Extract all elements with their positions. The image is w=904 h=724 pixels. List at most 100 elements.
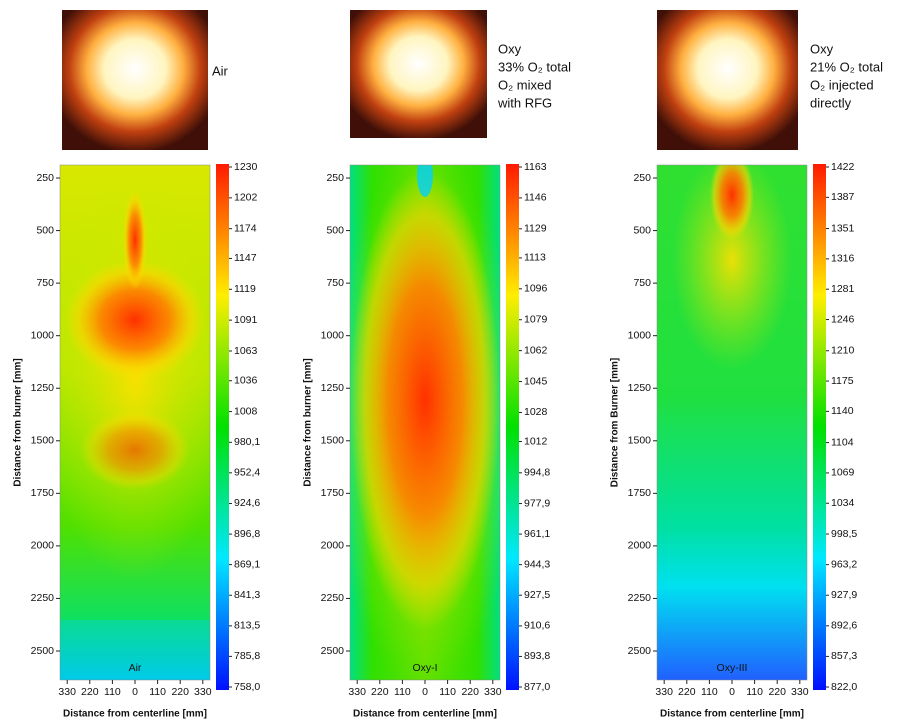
colorbar-tick-label: 1028 [524,406,548,418]
x-tick-label: 330 [484,686,502,698]
colorbar-tick-label: 1036 [234,375,258,387]
y-tick-label: 500 [36,224,54,236]
y-tick-label: 1500 [31,435,55,447]
colorbar [506,164,519,690]
x-axis-label: Distance from centerline [mm] [660,709,804,720]
y-tick-label: 1250 [31,382,55,394]
colorbar-tick-label: 1034 [831,497,855,509]
colorbar-tick-label: 1210 [831,345,855,357]
colorbar-tick-label: 963,2 [831,558,857,570]
colorbar-tick-label: 977,9 [524,497,550,509]
colorbar-tick-label: 1113 [524,252,546,264]
y-tick-label: 2500 [321,645,345,657]
panel-label: Air [129,662,142,674]
colorbar-tick-label: 924,6 [234,497,260,509]
y-tick-label: 1000 [321,329,345,341]
colorbar-tick-label: 980,1 [234,436,260,448]
cool-jet [417,153,433,197]
panel-label: Oxy-III [717,662,748,674]
y-tick-label: 2000 [628,540,652,552]
x-tick-label: 0 [132,686,138,698]
colorbar-tick-label: 758,0 [234,681,260,693]
y-tick-label: 1000 [628,329,652,341]
y-tick-label: 1500 [321,435,345,447]
colorbar [813,164,826,690]
y-tick-label: 1250 [321,382,345,394]
x-tick-label: 220 [171,686,189,698]
x-tick-label: 330 [791,686,809,698]
y-tick-label: 1750 [321,487,345,499]
colorbar-tick-label: 1351 [831,222,855,234]
colorbar-tick-label: 822,0 [831,681,857,693]
hot-core [710,150,754,240]
colorbar-tick-label: 841,3 [234,589,260,601]
colorbar-tick-label: 1008 [234,405,258,417]
y-tick-label: 750 [326,277,344,289]
colorbar-tick-label: 893,8 [524,650,550,662]
x-tick-label: 220 [81,686,99,698]
colorbar-tick-label: 1091 [234,314,258,326]
colorbar-tick-label: 944,3 [524,558,550,570]
y-axis-label: Distance from burner [mm] [13,358,24,486]
y-tick-label: 2250 [628,592,652,604]
x-tick-label: 220 [461,686,479,698]
y-tick-label: 2250 [321,592,345,604]
x-tick-label: 220 [678,686,696,698]
panel-label: Oxy-I [412,662,437,674]
colorbar-tick-label: 1129 [524,223,547,235]
y-tick-label: 2250 [31,592,55,604]
heatmap [330,150,520,690]
x-tick-label: 110 [104,686,121,698]
colorbar-tick-label: 785,8 [234,650,260,662]
colorbar-tick-label: 1281 [831,283,855,295]
y-tick-label: 1000 [31,329,55,341]
x-tick-label: 330 [58,686,76,698]
y-tick-label: 500 [633,224,651,236]
y-tick-label: 250 [633,172,651,184]
colorbar-tick-label: 1174 [234,222,257,234]
annotation: 21% O₂ total [810,59,883,74]
hot-core [123,190,147,290]
colorbar-tick-label: 1246 [831,313,855,325]
y-tick-label: 1750 [628,487,652,499]
x-tick-label: 330 [655,686,673,698]
colorbar-tick-label: 1012 [524,435,548,447]
x-tick-label: 0 [729,686,735,698]
x-tick-label: 330 [194,686,212,698]
x-tick-label: 0 [422,686,428,698]
x-tick-label: 330 [348,686,366,698]
y-axis-label: Distance from burner [mm] [303,358,314,486]
colorbar-tick-label: 961,1 [524,528,550,540]
annotation: with RFG [497,95,552,110]
flame-photo [62,10,208,150]
colorbar-tick-label: 1119 [234,283,256,295]
annotation: directly [810,95,852,110]
colorbar-tick-label: 998,5 [831,528,857,540]
colorbar-tick-label: 952,4 [234,467,260,479]
figure: AirAir2505007501000125015001750200022502… [0,0,904,724]
colorbar-tick-label: 1163 [524,161,547,173]
colorbar-tick-label: 1062 [524,344,548,356]
x-axis-label: Distance from centerline [mm] [353,709,497,720]
y-tick-label: 1500 [628,435,652,447]
y-axis-label: Distance from Burner [mm] [610,358,621,487]
y-tick-label: 500 [326,224,344,236]
colorbar [216,164,229,690]
colorbar-tick-label: 1063 [234,345,258,357]
y-tick-label: 2500 [628,645,652,657]
x-tick-label: 220 [371,686,389,698]
colorbar-tick-label: 1045 [524,375,548,387]
hot-zone [80,410,190,490]
annotation: O₂ mixed [498,77,551,92]
colorbar-tick-label: 994,8 [524,467,550,479]
y-tick-label: 2500 [31,645,55,657]
y-tick-label: 750 [36,277,54,289]
colorbar-tick-label: 927,5 [524,589,550,601]
colorbar-tick-label: 877,0 [524,681,550,693]
flame-photo [657,10,798,150]
colorbar-tick-label: 1422 [831,161,855,173]
x-axis-label: Distance from centerline [mm] [63,709,207,720]
colorbar-tick-label: 1175 [831,375,854,387]
heatmap [40,165,230,680]
annotation: Oxy [498,41,522,56]
